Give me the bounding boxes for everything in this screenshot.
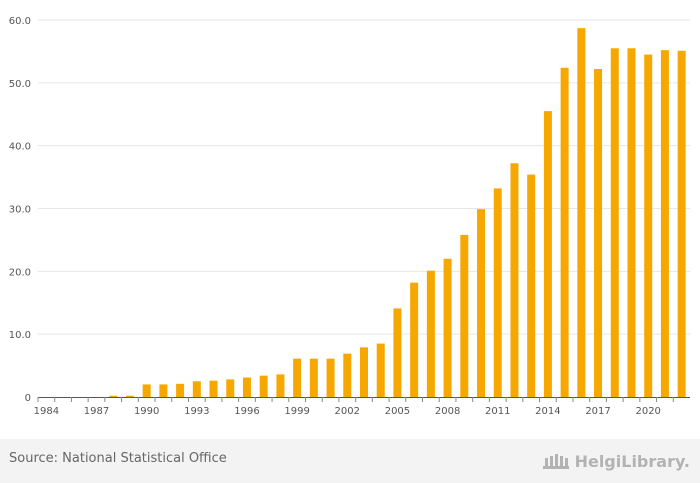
y-tick-label: 0	[25, 393, 31, 404]
bar-2019[interactable]	[627, 48, 636, 398]
y-tick-label: 10.0	[9, 330, 31, 341]
bar-1989[interactable]	[125, 395, 134, 397]
x-tick-label: 2014	[535, 406, 560, 417]
bar-2000[interactable]	[309, 358, 318, 397]
helgi-library-logo[interactable]: HelgiLibrary.	[541, 448, 690, 474]
bar-1999[interactable]	[293, 358, 302, 397]
bar-2013[interactable]	[527, 174, 536, 397]
bar-1998[interactable]	[276, 374, 285, 397]
x-tick-label: 1999	[284, 406, 309, 417]
bar-1991[interactable]	[159, 384, 168, 397]
bar-2021[interactable]	[660, 50, 669, 397]
bar-2014[interactable]	[543, 111, 552, 398]
x-tick-label: 2008	[435, 406, 460, 417]
bar-1997[interactable]	[259, 375, 268, 397]
bar-1990[interactable]	[142, 384, 151, 397]
bar-2016[interactable]	[577, 28, 586, 397]
x-tick-label: 1990	[134, 406, 159, 417]
bar-2022[interactable]	[677, 50, 686, 397]
x-tick-label: 2017	[585, 406, 610, 417]
bar-2011[interactable]	[493, 188, 502, 397]
bar-2001[interactable]	[326, 358, 335, 397]
bar-2008[interactable]	[443, 258, 452, 397]
bar-1988[interactable]	[109, 395, 118, 397]
x-tick-label: 1993	[184, 406, 209, 417]
x-tick-label: 2011	[485, 406, 510, 417]
bar-2012[interactable]	[510, 163, 519, 397]
source-note: Source: National Statistical Office	[9, 451, 227, 466]
y-axis-labels: 0 10.0 20.0 30.0 40.0 50.0 60.0	[9, 16, 31, 404]
logo-text: HelgiLibrary.	[574, 451, 690, 471]
y-tick-label: 60.0	[9, 16, 31, 27]
library-building-icon	[542, 454, 569, 469]
y-tick-label: 20.0	[9, 267, 31, 278]
bar-2005[interactable]	[393, 308, 402, 397]
x-tick-label: 1996	[234, 406, 259, 417]
x-tick-label: 1984	[34, 406, 59, 417]
bars	[109, 28, 686, 398]
x-tick-label: 2002	[335, 406, 360, 417]
bar-2017[interactable]	[594, 69, 603, 397]
x-axis-ticks: 1984 1987 1990 1993 1996 1999 2002 2005 2008 2011…	[34, 397, 674, 417]
bar-1992[interactable]	[176, 383, 185, 397]
bar-2020[interactable]	[644, 54, 653, 398]
y-tick-label: 40.0	[9, 142, 31, 153]
bar-2018[interactable]	[610, 48, 619, 398]
bar-chart: 010.020.030.040.050.060.0 1984 1987 1990 19…	[9, 16, 690, 417]
bar-2010[interactable]	[477, 209, 486, 397]
bar-2004[interactable]	[376, 343, 385, 397]
bar-2009[interactable]	[460, 234, 469, 397]
x-tick-label: 1987	[84, 406, 109, 417]
bar-2007[interactable]	[426, 270, 435, 397]
bar-2003[interactable]	[360, 347, 368, 397]
bar-1993[interactable]	[192, 381, 201, 397]
gridlines	[38, 19, 690, 335]
footer: Source: National Statistical Office Helg…	[0, 439, 700, 483]
x-tick-label: 2005	[385, 406, 410, 417]
bar-1995[interactable]	[226, 379, 235, 397]
bar-2006[interactable]	[410, 282, 419, 397]
x-tick-label: 2020	[635, 406, 660, 417]
bar-2002[interactable]	[343, 353, 352, 397]
y-tick-label: 50.0	[9, 79, 31, 90]
y-tick-label: 30.0	[9, 205, 31, 216]
bar-1994[interactable]	[209, 380, 218, 397]
bar-1996[interactable]	[242, 377, 251, 397]
bar-2015[interactable]	[560, 67, 569, 397]
